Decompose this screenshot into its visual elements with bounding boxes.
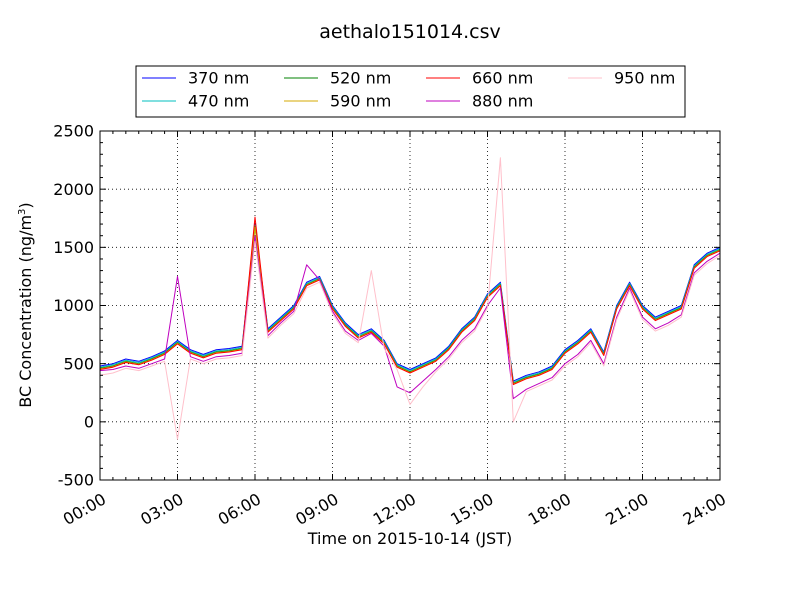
legend-entry-label: 660 nm xyxy=(472,69,533,88)
y-tick-label: -500 xyxy=(58,471,94,490)
series-line-370-nm xyxy=(99,223,721,382)
y-axis-label-text: BC Concentration (ng/m xyxy=(16,215,35,408)
y-tick-label: 1000 xyxy=(53,296,94,315)
series-line-470-nm xyxy=(99,224,721,383)
legend-box xyxy=(135,65,686,118)
series-line-950-nm xyxy=(99,157,721,440)
chart-title: aethalo151014.csv xyxy=(319,21,501,43)
legend: 370 nm 470 nm 520 nm 590 nm 660 nm 880 nm 950 … xyxy=(135,65,686,118)
series-line-880-nm xyxy=(99,235,721,400)
y-axis-label-unit-superscript: 3 xyxy=(17,209,28,215)
y-axis-label: BC Concentration (ng/m3) xyxy=(16,202,35,407)
y-tick-label: 1500 xyxy=(53,238,94,257)
legend-entry-label: 370 nm xyxy=(188,69,249,88)
legend-entry-label: 950 nm xyxy=(614,69,675,88)
y-tick-label: 2000 xyxy=(53,180,94,199)
x-axis-label: Time on 2015-10-14 (JST) xyxy=(307,529,512,548)
y-tick-label: 0 xyxy=(84,412,94,431)
legend-entry-label: 470 nm xyxy=(188,92,249,111)
legend-entry-label: 590 nm xyxy=(330,92,391,111)
y-tick-label: 2500 xyxy=(53,122,94,141)
y-tick-label: 500 xyxy=(63,354,94,373)
y-axis-label-suffix: ) xyxy=(16,202,35,208)
plot-lines xyxy=(99,157,721,440)
series-line-660-nm xyxy=(99,216,721,386)
legend-entry-label: 880 nm xyxy=(472,92,533,111)
legend-entry-label: 520 nm xyxy=(330,69,391,88)
